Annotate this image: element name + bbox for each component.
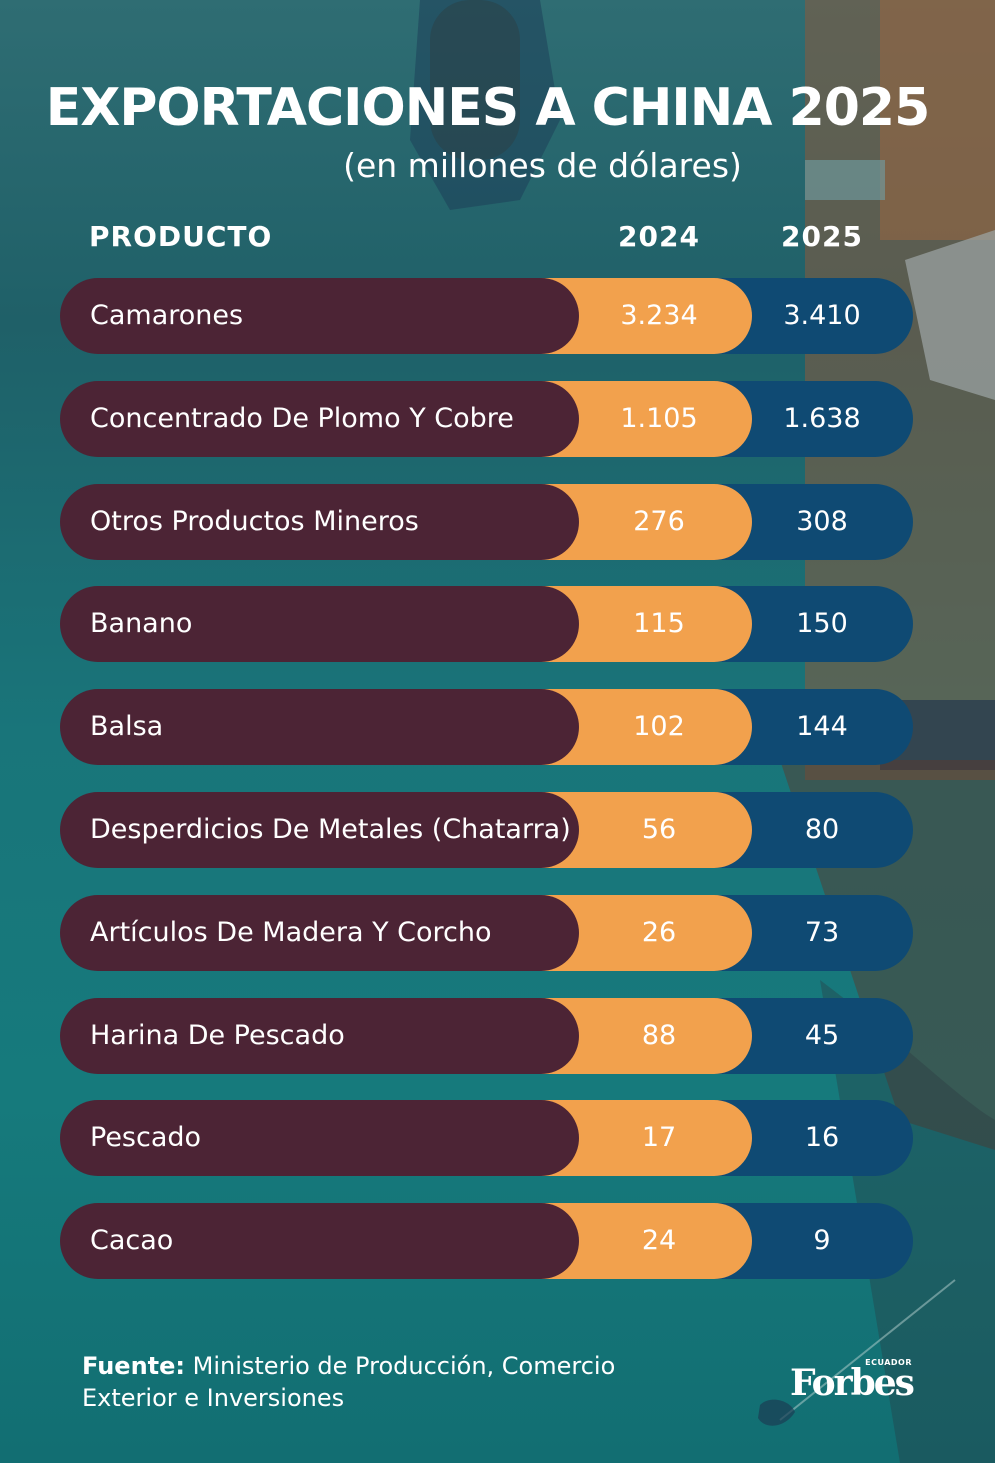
product-name: Desperdicios De Metales (Chatarra) <box>90 814 571 845</box>
value-2025: 73 <box>804 917 840 948</box>
table-row: Balsa 102 144 <box>60 689 913 765</box>
table-row: Harina De Pescado 88 45 <box>60 998 913 1074</box>
table-row: Concentrado De Plomo Y Cobre 1.105 1.638 <box>60 381 913 457</box>
column-header-product: PRODUCTO <box>89 220 273 253</box>
pill-product <box>60 484 579 560</box>
product-name: Camarones <box>90 300 244 331</box>
forbes-logo: ECUADOR Forbes <box>790 1358 920 1408</box>
table-row: Otros Productos Mineros 276 308 <box>60 484 913 560</box>
logo-wordmark: Forbes <box>790 1362 915 1404</box>
product-name: Balsa <box>90 711 164 742</box>
product-name: Concentrado De Plomo Y Cobre <box>90 403 514 434</box>
product-name: Cacao <box>90 1225 174 1256</box>
pill-product <box>60 278 579 354</box>
pill-product <box>60 998 579 1074</box>
table-row: Pescado 17 16 <box>60 1100 913 1176</box>
pill-product <box>60 381 579 457</box>
product-name: Harina De Pescado <box>90 1020 345 1051</box>
source-text: Ministerio de Producción, Comercio Exter… <box>82 1352 616 1412</box>
column-header-2024: 2024 <box>618 220 700 253</box>
table-row: Banano 115 150 <box>60 586 913 662</box>
table-row: Artículos De Madera Y Corcho 26 73 <box>60 895 913 971</box>
value-2025: 3.410 <box>783 300 861 331</box>
value-2025: 144 <box>796 711 848 742</box>
product-name: Artículos De Madera Y Corcho <box>90 917 492 948</box>
pill-product <box>60 1203 579 1279</box>
value-2025: 45 <box>804 1020 840 1051</box>
value-2024: 26 <box>641 917 677 948</box>
product-name: Pescado <box>90 1122 202 1153</box>
table-row: Desperdicios De Metales (Chatarra) 56 80 <box>60 792 913 868</box>
source-note: Fuente: Ministerio de Producción, Comerc… <box>82 1350 642 1414</box>
value-2024: 56 <box>641 814 677 845</box>
table-row: Cacao 24 9 <box>60 1203 913 1279</box>
value-2024: 17 <box>641 1122 677 1153</box>
value-2025: 308 <box>796 506 848 537</box>
value-2024: 24 <box>641 1225 677 1256</box>
source-label: Fuente: <box>82 1352 185 1380</box>
chart-subtitle: (en millones de dólares) <box>343 146 742 185</box>
logo-edition: ECUADOR <box>865 1358 912 1367</box>
pill-product <box>60 1100 579 1176</box>
value-2025: 80 <box>804 814 840 845</box>
value-2025: 150 <box>796 608 848 639</box>
product-name: Banano <box>90 608 193 639</box>
table-row: Camarones 3.234 3.410 <box>60 278 913 354</box>
value-2024: 102 <box>633 711 685 742</box>
value-2024: 88 <box>641 1020 677 1051</box>
value-2024: 115 <box>633 608 685 639</box>
product-name: Otros Productos Mineros <box>90 506 419 537</box>
value-2024: 1.105 <box>620 403 698 434</box>
chart-title: EXPORTACIONES A CHINA 2025 <box>45 78 931 138</box>
pill-product <box>60 586 579 662</box>
pill-product <box>60 689 579 765</box>
value-2025: 16 <box>804 1122 840 1153</box>
value-2024: 276 <box>633 506 685 537</box>
value-2025: 1.638 <box>783 403 861 434</box>
value-2025: 9 <box>813 1225 831 1256</box>
pill-product <box>60 792 579 868</box>
pill-product <box>60 895 579 971</box>
column-header-2025: 2025 <box>781 220 863 253</box>
value-2024: 3.234 <box>620 300 698 331</box>
